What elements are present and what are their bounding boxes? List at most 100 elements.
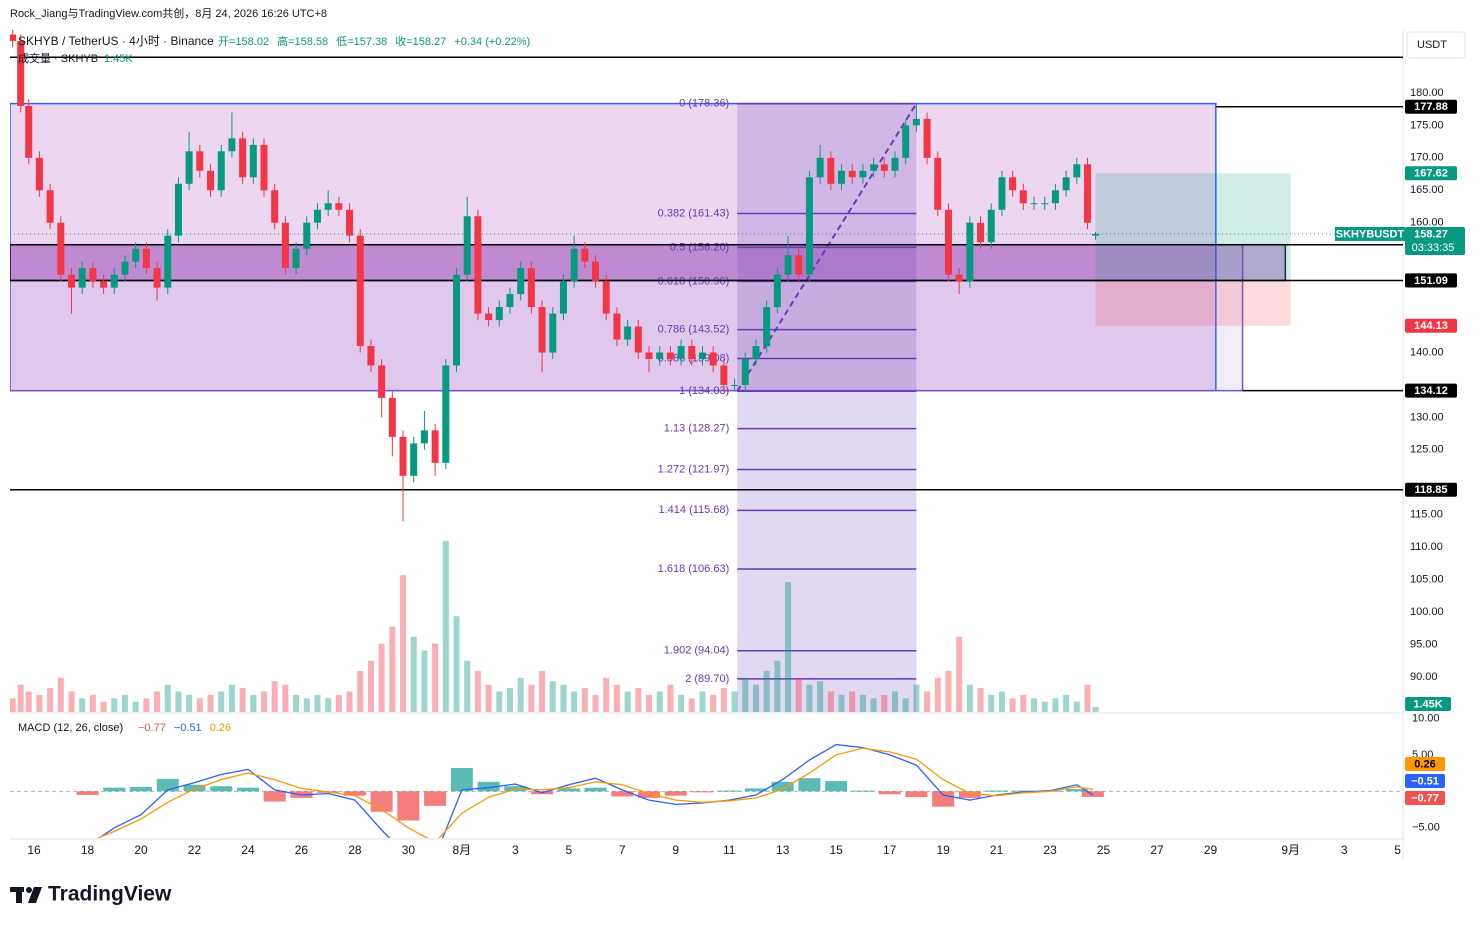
volume-bar [571,691,578,712]
last-price-marker [1405,226,1465,255]
y-tick-label: 180.00 [1410,87,1444,99]
volume-bar [710,694,717,712]
volume-bar [902,698,909,712]
fib-label: 1.272 (121.97) [658,463,730,475]
fib-label: 2 (89.70) [685,673,729,685]
volume-bar [496,691,503,712]
volume-bar [817,681,824,712]
candle-body [731,384,739,386]
candle-body [527,268,535,308]
volume-bar [389,626,396,712]
volume-bar [154,691,161,712]
volume-bar [57,677,64,712]
candle-body [688,346,696,359]
x-tick-label: 9 [672,843,679,857]
candle-body [1092,233,1100,236]
volume-bar [988,694,995,712]
volume-bar [250,694,257,712]
macd-histogram [1012,790,1035,792]
candle-body [1030,203,1038,205]
candle-body [46,190,54,223]
brand: TradingView [48,883,172,906]
fib-label: 0.5 (156.20) [670,241,729,253]
volume-bar [624,691,631,712]
volume-bar [635,688,642,712]
candle-body [174,183,182,236]
price-marker-label: 118.85 [1414,484,1447,496]
volume-bar [410,636,417,712]
macd-histogram [424,791,447,806]
candle-body [249,144,257,178]
y-tick-label: 140.00 [1410,346,1444,358]
x-tick-label: 5 [565,843,572,857]
x-tick-label: 30 [402,843,416,857]
candle-body [260,144,268,191]
currency-box[interactable] [1406,31,1466,59]
volume-bar [36,694,43,712]
volume-bar [196,698,203,712]
candle-body [891,157,899,171]
macd-tick-label: −5.00 [1412,822,1440,834]
last-price-tag [1335,226,1405,241]
candle-body [207,170,215,191]
volume-bar [17,684,24,712]
x-tick-label: 11 [723,843,736,857]
x-tick-label: 29 [1204,843,1218,857]
macd-marker-label: −0.77 [1411,792,1439,804]
candle-body [934,157,942,210]
zone [10,243,1287,282]
candle-body [506,294,514,308]
macd-marker-label: −0.51 [1411,775,1439,787]
y-tick-label: 170.00 [1410,152,1444,164]
candle-body [709,352,717,366]
volume-bar [464,660,471,712]
volume-bar [207,694,214,712]
y-tick-label: 165.00 [1410,184,1444,196]
volume-bar [346,691,353,712]
last-price-label: 158.27 [1414,228,1448,240]
candle-body [838,170,846,184]
candle-body [10,34,17,42]
volume-bar [517,677,524,712]
volume-bar [891,691,898,712]
x-tick-label: 21 [990,843,1004,857]
volume-bar [79,698,86,712]
candle-body [795,255,803,275]
currency[interactable]: USDT [1417,39,1447,51]
candle-body [239,138,247,178]
macd-histogram [1065,789,1088,792]
volume-bar [838,694,845,712]
candle-body [955,274,963,282]
candle-body [848,170,856,178]
fib-label: 0 (178.36) [679,97,729,109]
fib-label: 1.902 (94.04) [664,645,729,657]
candle-body [17,41,25,106]
y-tick-label: 175.00 [1410,119,1444,131]
volume-bar [1041,701,1048,712]
volume-bar [485,684,492,712]
fib-trend [736,103,918,392]
candle-body [773,274,781,308]
volume-bar [870,698,877,712]
candle-body [1062,177,1070,191]
x-tick-label: 5 [1394,843,1401,857]
candle-body [1019,190,1027,204]
y-tick-label: 110.00 [1410,541,1443,553]
volume-bar [239,688,246,712]
macd-histogram [343,791,366,796]
volume-bar [613,684,620,712]
volume-bar [806,684,813,712]
x-tick-label: 15 [829,843,843,857]
price-marker [1405,318,1457,333]
candle-body [228,138,236,152]
y-tick-label: 95.00 [1410,638,1438,650]
signal-line [96,747,1093,838]
candle-body [966,222,974,282]
symbol: SKHYB / TetherUS · 4小时 · Binance [18,34,214,48]
volume-bar [752,684,759,712]
volume-bar [1052,698,1059,712]
volume-bar [560,684,567,712]
macd-pane [10,743,1403,838]
candle-body [164,235,172,288]
